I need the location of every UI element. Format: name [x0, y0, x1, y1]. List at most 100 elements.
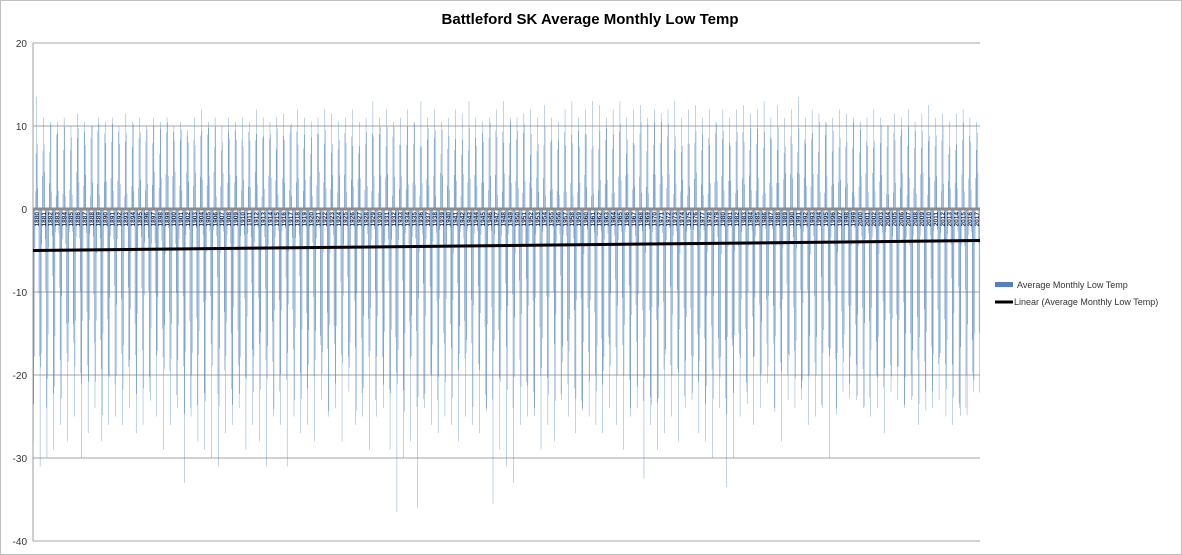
x-tick-label: 1967 [631, 212, 638, 227]
x-tick-label: 1970 [652, 212, 659, 227]
x-tick-label: 1903 [192, 212, 199, 227]
x-tick-label: 1938 [432, 212, 439, 227]
x-tick-label: 1948 [501, 212, 508, 227]
x-tick-label: 1926 [350, 212, 357, 227]
x-tick-label: 1981 [727, 212, 734, 227]
x-tick-label: 1942 [459, 212, 466, 227]
x-tick-label: 1889 [96, 212, 103, 227]
x-tick-label: 1936 [418, 212, 425, 227]
x-tick-label: 1992 [803, 212, 810, 227]
x-tick-label: 1991 [796, 212, 803, 227]
x-tick-label: 2007 [905, 212, 912, 227]
x-tick-label: 1927 [356, 212, 363, 227]
x-tick-label: 1994 [816, 212, 823, 227]
x-tick-label: 1984 [748, 212, 755, 227]
x-tick-label: 1935 [411, 212, 418, 227]
x-tick-label: 1953 [535, 212, 542, 227]
x-tick-label: 1987 [768, 212, 775, 227]
x-tick-label: 1917 [288, 212, 295, 227]
x-tick-label: 1913 [260, 212, 267, 227]
x-tick-label: 1884 [61, 212, 68, 227]
legend: Average Monthly Low Temp Linear (Average… [995, 280, 1158, 307]
x-tick-label: 1993 [809, 212, 816, 227]
x-tick-label: 1931 [384, 212, 391, 227]
x-tick-label: 1910 [240, 212, 247, 227]
trend-line [32, 239, 981, 252]
x-tick-label: 1954 [542, 212, 549, 227]
y-tick-label: 20 [16, 39, 28, 50]
x-tick-label: 1960 [583, 212, 590, 227]
bar-series [33, 96, 980, 512]
x-tick-label: 2017 [974, 212, 981, 227]
x-tick-label: 1949 [507, 212, 514, 227]
x-tick-label: 2003 [878, 212, 885, 227]
x-tick-label: 1937 [425, 212, 432, 227]
x-tick-label: 1952 [528, 212, 535, 227]
x-tick-label: 1968 [638, 212, 645, 227]
x-tick-label: 1919 [302, 212, 309, 227]
x-tick-label: 1955 [549, 212, 556, 227]
x-tick-label: 1977 [700, 212, 707, 227]
x-tick-label: 1974 [679, 212, 686, 227]
x-tick-label: 1961 [590, 212, 597, 227]
y-tick-label: 0 [21, 205, 27, 216]
x-tick-label: 1956 [555, 212, 562, 227]
x-tick-label: 2004 [885, 212, 892, 227]
x-tick-label: 1899 [164, 212, 171, 227]
x-tick-label: 1898 [157, 212, 164, 227]
y-tick-label: -30 [13, 454, 28, 465]
x-tick-label: 1989 [782, 212, 789, 227]
x-tick-label: 1888 [89, 212, 96, 227]
y-tick-label: -40 [13, 537, 28, 548]
x-tick-label: 1881 [41, 212, 48, 227]
x-tick-label: 1911 [247, 212, 254, 226]
x-tick-label: 2012 [940, 212, 947, 227]
x-tick-label: 1959 [576, 212, 583, 227]
x-tick-label: 1934 [404, 212, 411, 227]
x-tick-label: 1887 [82, 212, 89, 227]
x-tick-label: 1945 [480, 212, 487, 227]
x-tick-label: 2016 [967, 212, 974, 227]
x-tick-label: 1943 [466, 212, 473, 227]
x-tick-label: 1924 [336, 212, 343, 227]
y-tick-label: -20 [13, 371, 28, 382]
y-tick-label: -10 [13, 288, 28, 299]
x-tick-label: 1912 [254, 212, 261, 227]
legend-label-trend: Linear (Average Monthly Low Temp) [1014, 297, 1158, 307]
legend-swatch-series [995, 282, 1013, 287]
legend-label-series: Average Monthly Low Temp [1017, 280, 1128, 290]
x-tick-label: 1906 [212, 212, 219, 227]
x-tick-label: 1964 [610, 212, 617, 227]
x-tick-label: 1944 [473, 212, 480, 227]
x-tick-label: 1999 [851, 212, 858, 227]
x-tick-label: 2015 [960, 212, 967, 227]
x-tick-label: 1900 [171, 212, 178, 227]
x-tick-label: 1951 [521, 212, 528, 227]
x-tick-label: 1976 [693, 212, 700, 227]
x-tick-label: 1978 [706, 212, 713, 227]
x-tick-label: 2005 [892, 212, 899, 227]
gridlines [32, 42, 980, 542]
x-tick-label: 1880 [34, 212, 41, 227]
x-tick-label: 1897 [151, 212, 158, 227]
x-tick-label: 1915 [274, 212, 281, 227]
x-tick-label: 1979 [713, 212, 720, 227]
x-tick-label: 1972 [665, 212, 672, 227]
x-tick-label: 1892 [116, 212, 123, 227]
x-tick-label: 1997 [837, 212, 844, 227]
x-tick-label: 1962 [597, 212, 604, 227]
x-tick-label: 1928 [363, 212, 370, 227]
y-tick-labels: 20 10 0 -10 -20 -30 -40 [13, 39, 28, 548]
x-tick-label: 1918 [295, 212, 302, 227]
x-tick-label: 1980 [720, 212, 727, 227]
x-tick-label: 1883 [55, 212, 62, 227]
x-tick-label: 1963 [604, 212, 611, 227]
x-tick-label: 1922 [322, 212, 329, 227]
x-tick-label: 1901 [178, 212, 185, 227]
x-tick-label: 1982 [734, 212, 741, 227]
x-tick-label: 1998 [844, 212, 851, 227]
x-tick-label: 1969 [645, 212, 652, 227]
x-tick-label: 1886 [75, 212, 82, 227]
x-tick-label: 1890 [103, 212, 110, 227]
x-tick-label: 2011 [933, 212, 940, 226]
